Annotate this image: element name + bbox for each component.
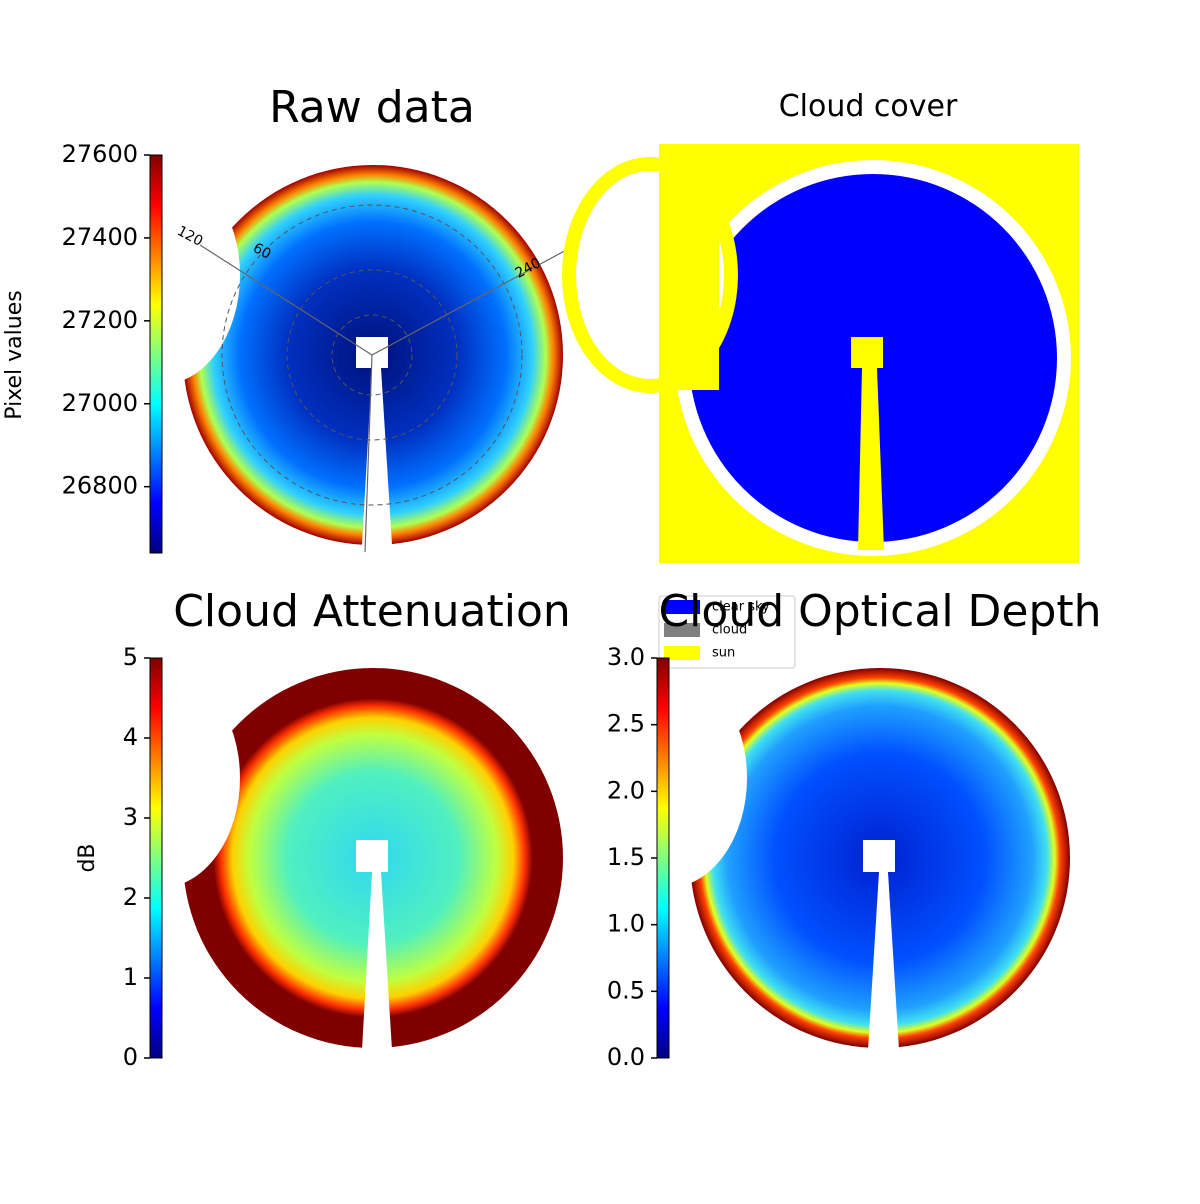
legend-label: cloud [712, 623, 747, 638]
legend-label: sun [712, 646, 735, 661]
colorbar [656, 657, 670, 1059]
colorbar-tick-label: 27000 [62, 389, 138, 417]
colorbar-tick-label: 27200 [62, 306, 138, 334]
colorbar-label: Pixel values [2, 290, 27, 419]
panel-title: Cloud Attenuation [173, 586, 571, 637]
polar-label: 60 [250, 240, 273, 262]
colorbar-tick-label: 1.5 [607, 843, 645, 871]
colorbar [149, 154, 163, 554]
colorbar [149, 657, 163, 1059]
legend-label: clear sky [712, 600, 770, 615]
legend-swatch [664, 646, 700, 660]
legend-swatch [664, 623, 700, 637]
colorbar-tick-label: 2.0 [607, 776, 645, 804]
colorbar-label: dB [75, 843, 100, 872]
sky-image [80, 165, 571, 553]
colorbar-tick-label: 3 [123, 803, 138, 831]
colorbar-tick-label: 0.5 [607, 976, 645, 1004]
colorbar-tick-label: 26800 [62, 472, 138, 500]
panel-title: Cloud Optical Depth [658, 586, 1101, 637]
colorbar-tick-label: 2.5 [607, 710, 645, 738]
panel-title: Cloud cover [779, 89, 958, 124]
cloud-mask [562, 144, 1079, 563]
attenuation-image [80, 668, 563, 1050]
colorbar-tick-label: 27600 [62, 140, 138, 168]
colorbar-tick-label: 1 [123, 963, 138, 991]
panel-title: Raw data [269, 82, 475, 133]
colorbar-tick-label: 1.0 [607, 910, 645, 938]
colorbar-tick-label: 3.0 [607, 643, 645, 671]
colorbar-tick-label: 4 [123, 723, 138, 751]
colorbar-tick-label: 27400 [62, 223, 138, 251]
colorbar-tick-label: 0.0 [607, 1043, 645, 1071]
legend-swatch [664, 600, 700, 614]
colorbar-tick-label: 5 [123, 643, 138, 671]
colorbar-tick-label: 2 [123, 883, 138, 911]
colorbar-tick-label: 0 [123, 1043, 138, 1071]
